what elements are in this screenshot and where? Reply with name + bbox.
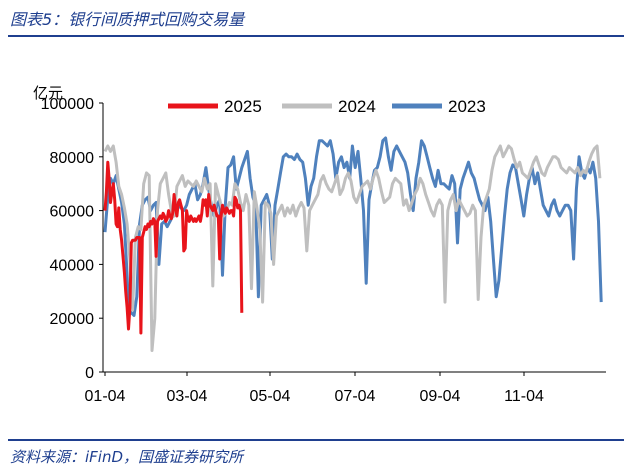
x-tick-label: 09-04 <box>420 388 461 405</box>
legend-label-2023: 2023 <box>448 97 486 116</box>
y-tick-label: 100000 <box>41 96 94 113</box>
y-tick-label: 60000 <box>50 204 95 221</box>
x-tick-label: 11-04 <box>504 388 544 405</box>
y-tick-label: 0 <box>85 365 94 382</box>
chart-axes: 0 20000 40000 60000 80000 100000 01-04 03-04 05-… <box>41 96 606 405</box>
x-tick-label: 03-04 <box>167 388 208 405</box>
y-tick-label: 20000 <box>50 311 95 328</box>
series-line-2023 <box>103 136 603 317</box>
y-tick-label: 80000 <box>50 150 95 167</box>
source-rule <box>8 439 624 441</box>
x-tick-label: 05-04 <box>250 388 291 405</box>
y-tick-label: 40000 <box>50 257 95 274</box>
chart-legend: 2025 2024 2023 <box>168 97 486 116</box>
y-axis-unit-label: 亿元 <box>33 84 63 102</box>
legend-label-2025: 2025 <box>224 97 262 116</box>
source-note: 资料来源：iFinD，国盛证券研究所 <box>10 448 244 466</box>
title-rule <box>8 35 624 37</box>
figure-title: 图表5：银行间质押式回购交易量 <box>10 10 245 29</box>
legend-label-2024: 2024 <box>338 97 376 116</box>
chart-series <box>103 136 603 352</box>
x-tick-label: 01-04 <box>85 388 126 405</box>
series-line-2024 <box>103 144 602 352</box>
series-line-2025 <box>103 160 244 335</box>
x-tick-label: 07-04 <box>335 388 376 405</box>
